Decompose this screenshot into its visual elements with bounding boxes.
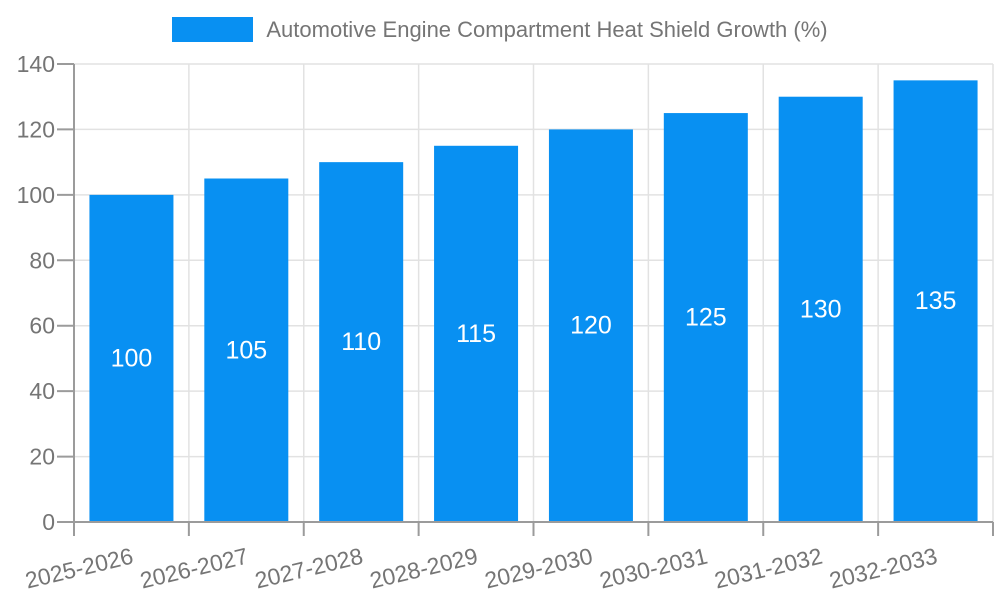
legend-item[interactable]: Automotive Engine Compartment Heat Shiel…	[172, 17, 828, 42]
legend-swatch	[172, 17, 254, 42]
bar	[204, 178, 289, 522]
legend-label: Automotive Engine Compartment Heat Shiel…	[266, 17, 828, 42]
y-tick-label: 0	[42, 509, 55, 535]
x-category-label: 2032-2033	[827, 543, 940, 594]
bar	[319, 162, 404, 522]
y-tick-label: 80	[29, 247, 55, 273]
bar	[778, 96, 863, 522]
bar-value-label: 100	[111, 344, 153, 372]
bar	[893, 80, 978, 522]
x-category-label: 2030-2031	[597, 543, 710, 594]
y-tick-label: 60	[29, 313, 55, 339]
x-category-label: 2031-2032	[712, 543, 825, 594]
bar	[434, 145, 519, 523]
y-tick-label: 40	[29, 378, 55, 404]
bar-value-label: 135	[915, 287, 957, 315]
bar	[663, 113, 748, 523]
x-category-label: 2025-2026	[23, 543, 136, 594]
x-category-label: 2029-2030	[482, 543, 595, 594]
y-tick-label: 100	[17, 182, 55, 208]
x-category-label: 2028-2029	[367, 543, 480, 594]
y-tick-label: 20	[29, 444, 55, 470]
bar	[89, 194, 174, 522]
bar-value-label: 125	[685, 304, 727, 332]
bar-value-label: 120	[570, 312, 612, 340]
bar-value-label: 105	[225, 336, 267, 364]
x-category-label: 2026-2027	[137, 543, 250, 594]
bar-value-label: 110	[341, 328, 381, 356]
y-tick-label: 120	[17, 116, 55, 142]
legend: Automotive Engine Compartment Heat Shiel…	[0, 17, 1000, 42]
bar	[548, 129, 633, 522]
bar-value-label: 130	[800, 295, 842, 323]
bar-value-label: 115	[456, 320, 496, 348]
y-tick-label: 140	[17, 51, 55, 77]
x-category-label: 2027-2028	[252, 543, 365, 594]
